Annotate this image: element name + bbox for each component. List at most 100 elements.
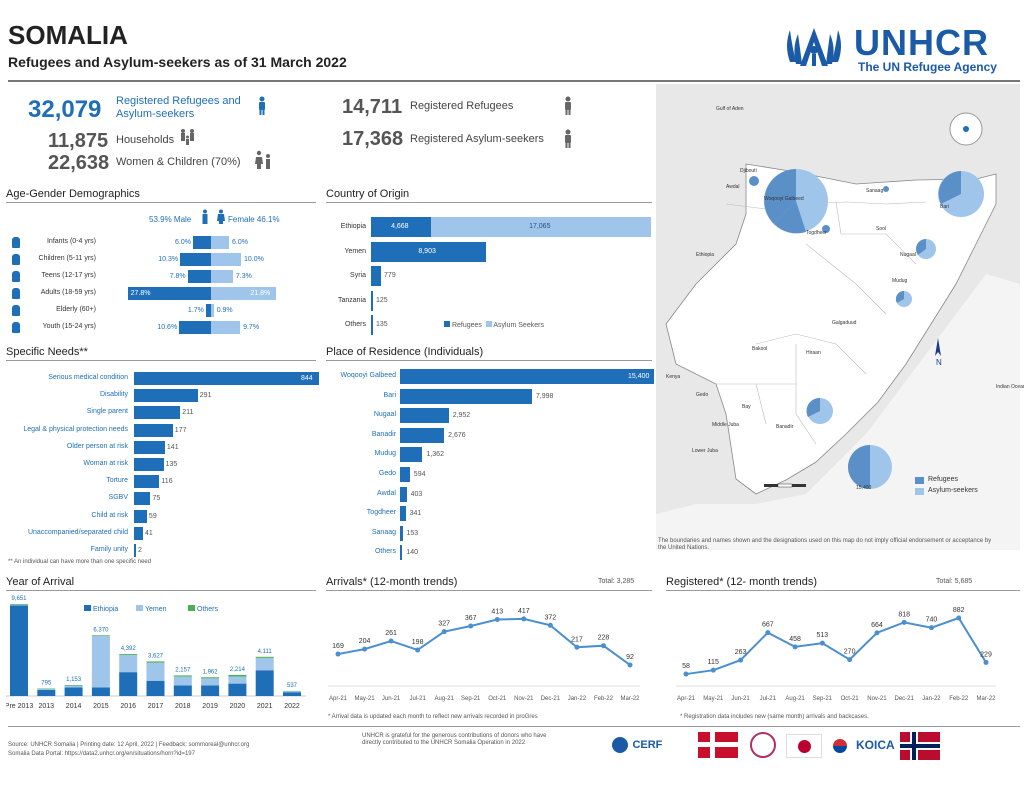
map-pie-nugaal: [916, 239, 936, 259]
map-region-label: Lower Juba: [692, 448, 718, 454]
trend-tick-label: Mar-22: [620, 696, 640, 702]
donor-seal-logo: [750, 732, 776, 758]
year-tick-label: 2016: [120, 703, 136, 710]
trend-point: [627, 662, 633, 668]
kpi-refugees-value: 14,711: [342, 96, 403, 118]
need-label: Unaccompanied/separated child: [27, 528, 128, 536]
map-region-label: Togdheer: [806, 230, 827, 236]
year-total-label: 2,214: [230, 667, 246, 673]
map-region-label: Awdal: [726, 184, 740, 190]
trend-tick-label: Jan-22: [922, 696, 941, 702]
year-arrival-bar: [64, 685, 83, 686]
need-bar: [134, 406, 181, 420]
trend-value-label: 204: [359, 638, 371, 645]
map-region-label: Hiraan: [806, 350, 821, 356]
trend-point: [415, 647, 421, 653]
person-icon: [259, 96, 265, 115]
trend-tick-label: Aug-21: [435, 696, 455, 702]
year-total-label: 537: [287, 683, 298, 689]
male-share-label: 53.9% Male: [149, 215, 192, 224]
arrivals-title: Arrivals* (12-month trends): [326, 576, 652, 591]
need-value: 59: [148, 512, 157, 520]
male-pct-label: 1.7%: [187, 307, 204, 314]
age-group-label: Adults (18-59 yrs): [40, 289, 96, 296]
female-pct-label: 9.7%: [243, 324, 260, 331]
year-tick-label: Pre 2013: [6, 703, 33, 710]
trend-tick-label: Dec-21: [895, 696, 915, 702]
kpi-households-label: Households: [116, 134, 175, 146]
year-tick-label: 2018: [175, 703, 191, 710]
origin-refugee-bar: [371, 266, 382, 286]
need-value: 211: [182, 409, 194, 417]
unhcr-emblem-icon: [787, 28, 841, 66]
map-pie-togdheer: [822, 225, 830, 233]
residence-value: 1,362: [426, 451, 444, 459]
year-total-label: 6,370: [93, 627, 109, 633]
origin-label: Ethiopia: [340, 223, 366, 230]
map-legend-pie: [848, 445, 892, 489]
need-label: Serious medical condition: [48, 374, 128, 381]
year-arrival-bar: [10, 605, 28, 696]
residence-value: 2,952: [452, 412, 471, 420]
origin-refugee-value: 779: [384, 272, 396, 279]
year-arrival-bar: [173, 685, 192, 696]
trend-tick-label: Dec-21: [541, 696, 561, 702]
male-bar: [127, 287, 211, 300]
origin-refugee-value: 125: [376, 296, 388, 304]
footer-divider: [8, 726, 1020, 727]
female-bar: [211, 253, 241, 266]
need-value: 291: [199, 392, 212, 400]
year-arrival-bar: [201, 678, 220, 686]
origin-refugee-value: 8,903: [418, 247, 436, 255]
female-icon: [217, 209, 225, 224]
trend-value-label: 92: [626, 654, 634, 661]
map-region-label: Bakool: [752, 346, 768, 352]
trend-value-label: 217: [571, 636, 583, 643]
map-disclaimer: The boundaries and names shown and the d…: [658, 538, 992, 551]
registered-title: Registered* (12- month trends): [666, 576, 1020, 591]
need-value: 141: [166, 443, 179, 451]
trend-value-label: 327: [438, 621, 450, 628]
residence-bar: [400, 486, 407, 502]
north-arrow-icon: [935, 338, 941, 356]
origin-legend: Refugees Asylum Seekers: [444, 321, 544, 329]
trend-point: [547, 622, 553, 628]
map-pie-mudug: [895, 290, 912, 307]
map-region-label: Djibouti: [740, 168, 757, 174]
year-tick-label: 2013: [39, 703, 55, 710]
trend-tick-label: Sep-21: [813, 696, 833, 702]
map-pie-banadir: [806, 397, 833, 424]
map-pie-awdal: [749, 176, 759, 186]
origin-label: Tanzania: [337, 296, 366, 304]
trend-tick-label: May-21: [703, 696, 724, 702]
female-pct-label: 10.0%: [244, 256, 264, 263]
year-arrival-bar: [64, 685, 83, 688]
trend-line: [337, 617, 631, 666]
residence-value: 341: [409, 510, 422, 518]
trend-point: [792, 644, 798, 650]
map-region-label: Gedo: [696, 392, 709, 398]
trend-tick-label: May-21: [355, 696, 376, 702]
year-arrival-bar: [228, 683, 247, 696]
trend-value-label: 270: [844, 649, 856, 656]
needs-title: Specific Needs**: [6, 346, 316, 361]
origin-refugee-bar: [371, 315, 373, 335]
trend-point: [441, 629, 447, 635]
page-subtitle: Refugees and Asylum-seekers as of 31 Mar…: [8, 54, 347, 70]
year-arrival-bar: [37, 688, 56, 690]
residence-value: 403: [410, 490, 423, 498]
origin-title: Country of Origin: [326, 188, 652, 203]
map-region-label: Middle Juba: [712, 422, 739, 428]
female-pct-label: 7.3%: [235, 273, 252, 280]
trend-tick-label: Mar-22: [976, 696, 996, 702]
trend-tick-label: Jun-21: [731, 696, 750, 702]
trend-value-label: 882: [953, 607, 965, 614]
trend-value-label: 58: [682, 663, 690, 670]
trend-point: [819, 640, 825, 646]
year-arrival-bar: [64, 687, 83, 696]
year-arrival-bar: [119, 655, 138, 673]
residence-bar: [400, 525, 403, 541]
trend-tick-label: Sep-21: [461, 696, 481, 702]
male-bar: [180, 253, 211, 266]
female-share-label: Female 46.1%: [228, 215, 280, 224]
